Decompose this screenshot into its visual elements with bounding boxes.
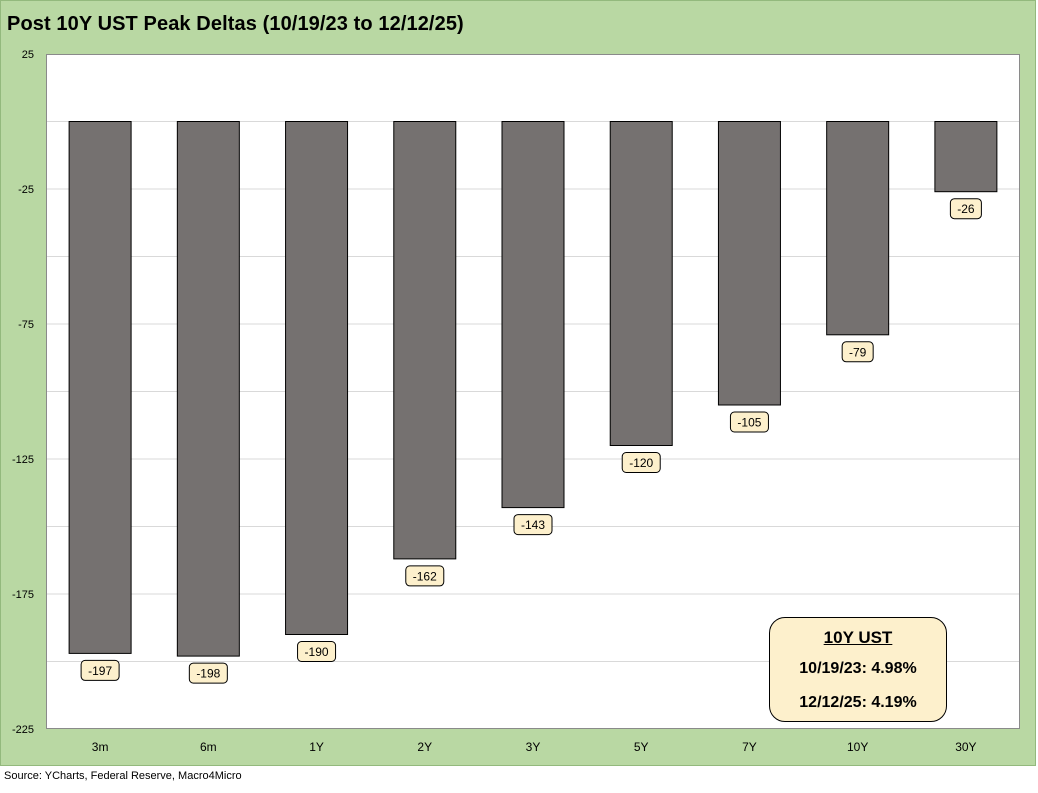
data-label: -143 bbox=[521, 518, 545, 532]
data-label-box bbox=[729, 411, 769, 433]
data-label: -190 bbox=[305, 645, 329, 659]
data-label-box bbox=[513, 514, 553, 536]
bar-30Y bbox=[934, 121, 998, 193]
x-tick-label: 10Y bbox=[847, 740, 868, 754]
bar-2Y bbox=[393, 121, 457, 560]
data-label-box bbox=[80, 659, 120, 681]
data-label-box bbox=[621, 452, 661, 473]
x-tick-label: 7Y bbox=[742, 740, 757, 754]
x-tick-label: 3m bbox=[92, 740, 109, 754]
y-tick-label: 25 bbox=[22, 49, 34, 61]
y-tick-label: -175 bbox=[12, 589, 34, 601]
x-tick-label: 30Y bbox=[955, 740, 976, 754]
info-box-line-start: 10/19/23: 4.98% bbox=[799, 660, 917, 677]
info-box-line-end: 12/12/25: 4.19% bbox=[799, 694, 917, 711]
data-label: -105 bbox=[737, 416, 761, 430]
source-note: Source: YCharts, Federal Reserve, Macro4… bbox=[4, 770, 242, 782]
data-label-box bbox=[841, 341, 874, 363]
ust-info-box: 10Y UST 10/19/23: 4.98% 12/12/25: 4.19% bbox=[769, 617, 947, 722]
y-tick-label: -225 bbox=[12, 724, 34, 736]
x-tick-label: 5Y bbox=[634, 740, 649, 754]
bar-7Y bbox=[717, 121, 781, 406]
data-label: -198 bbox=[196, 667, 220, 681]
data-label: -79 bbox=[849, 345, 867, 359]
info-box-title: 10Y UST bbox=[823, 628, 893, 647]
data-label: -162 bbox=[413, 569, 437, 583]
bar-6m bbox=[176, 121, 240, 657]
data-label-box bbox=[405, 565, 445, 587]
data-label: -26 bbox=[957, 202, 975, 216]
y-tick-label: -25 bbox=[18, 184, 34, 196]
data-label-box bbox=[949, 198, 982, 220]
y-tick-label: -125 bbox=[12, 454, 34, 466]
bar-3m bbox=[68, 121, 132, 654]
x-tick-label: 6m bbox=[200, 740, 217, 754]
y-tick-label: -75 bbox=[18, 319, 34, 331]
x-tick-label: 3Y bbox=[526, 740, 541, 754]
bar-10Y bbox=[826, 121, 890, 336]
bar-1Y bbox=[285, 121, 349, 635]
x-tick-label: 2Y bbox=[417, 740, 432, 754]
data-label-box bbox=[188, 662, 228, 684]
data-label-box bbox=[297, 641, 337, 662]
data-label: -197 bbox=[88, 664, 112, 678]
bar-3Y bbox=[501, 121, 565, 509]
chart-title: Post 10Y UST Peak Deltas (10/19/23 to 12… bbox=[7, 13, 464, 35]
data-label: -120 bbox=[629, 456, 653, 470]
x-tick-label: 1Y bbox=[309, 740, 324, 754]
bar-5Y bbox=[609, 121, 673, 446]
